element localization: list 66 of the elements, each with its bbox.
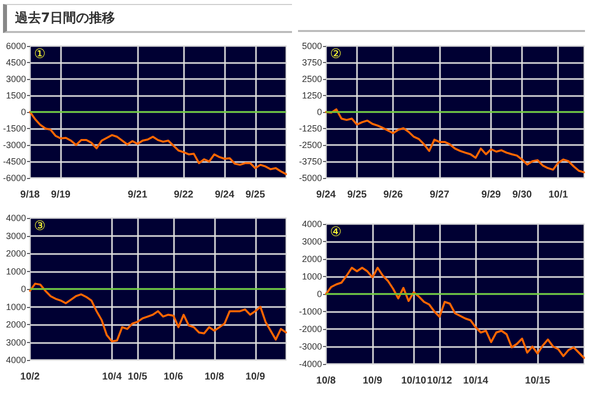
x-tick-label: 10/5 [128, 372, 148, 382]
x-tick-label: 10/8 [316, 376, 336, 386]
x-tick-label: 10/12 [427, 376, 452, 386]
x-tick-label: 9/25 [347, 190, 368, 200]
y-tick-label: 0 [20, 284, 26, 294]
x-tick-label: 10/10 [401, 376, 427, 386]
x-tick-label: 10/15 [525, 376, 551, 386]
y-tick-label: 3000 [302, 236, 322, 246]
y-tick-label: 0 [21, 107, 26, 117]
y-tick-label: 5000 [302, 41, 322, 51]
x-tick-label: 9/24 [214, 190, 235, 200]
y-tick-label: -5000 [298, 173, 322, 183]
x-tick-label: 9/30 [512, 190, 532, 200]
x-tick-label: 10/14 [463, 376, 489, 386]
y-tick-label: 0 [317, 289, 322, 299]
x-tick-label: 9/26 [383, 190, 404, 200]
annotation: ① [34, 47, 46, 62]
annotation: ② [330, 47, 342, 62]
y-tick-label: 1000 [302, 272, 322, 282]
x-tick-label: 10/8 [204, 372, 224, 382]
x-tick-label: 10/6 [164, 372, 184, 382]
x-tick-label: 10/4 [102, 372, 122, 382]
y-tick-label: -1500 [2, 124, 26, 134]
y-tick-label: 1000 [6, 266, 26, 276]
y-tick-label: 3000 [6, 74, 26, 84]
y-tick-label: -4000 [298, 359, 322, 369]
x-tick-label: 10/9 [362, 376, 383, 386]
x-tick-label: 9/27 [430, 190, 450, 200]
x-tick-label: 9/18 [20, 190, 40, 200]
y-tick-label: 4000 [6, 213, 26, 223]
y-tick-label: 1500 [6, 90, 26, 100]
y-tick-label: 4000 [302, 219, 322, 229]
y-tick-label: 6000 [6, 41, 26, 51]
x-tick-label: 10/2 [20, 372, 40, 382]
y-tick-label: 3000 [6, 337, 26, 348]
annotation: ④ [330, 225, 342, 240]
y-tick-label: 1250 [302, 90, 322, 100]
y-tick-label: 4500 [6, 58, 26, 68]
x-tick-label: 10/1 [548, 190, 568, 200]
y-tick-label: 3000 [6, 230, 26, 241]
y-tick-label: 2500 [302, 74, 322, 84]
y-tick-label: -1250 [298, 124, 322, 134]
annotation: ③ [34, 219, 46, 234]
x-tick-label: 9/22 [174, 190, 194, 200]
y-tick-label: -2000 [298, 324, 322, 334]
y-tick-label: 4000 [6, 355, 26, 365]
x-tick-label: 9/21 [128, 190, 148, 200]
y-tick-label: -3000 [298, 342, 322, 352]
y-tick-label: -3750 [298, 156, 322, 166]
y-tick-label: -2500 [298, 140, 322, 150]
y-tick-label: 3750 [302, 58, 322, 68]
y-tick-label: -1000 [298, 306, 322, 316]
y-tick-label: -6000 [2, 173, 26, 183]
y-tick-label: 2000 [6, 248, 26, 258]
y-tick-label: -4500 [2, 156, 26, 166]
chart-title: 過去7日間の推移 [15, 10, 116, 27]
x-tick-label: 9/19 [51, 190, 71, 200]
y-tick-label: 0 [317, 107, 322, 117]
x-tick-label: 10/9 [246, 372, 266, 382]
y-tick-label: -3000 [2, 140, 26, 150]
x-tick-label: 9/24 [316, 190, 336, 200]
x-tick-label: 9/25 [246, 190, 266, 200]
y-tick-label: 1000 [6, 302, 26, 312]
y-tick-label: 2000 [6, 320, 26, 330]
x-tick-label: 9/29 [481, 190, 502, 200]
y-tick-label: 2000 [302, 254, 322, 264]
